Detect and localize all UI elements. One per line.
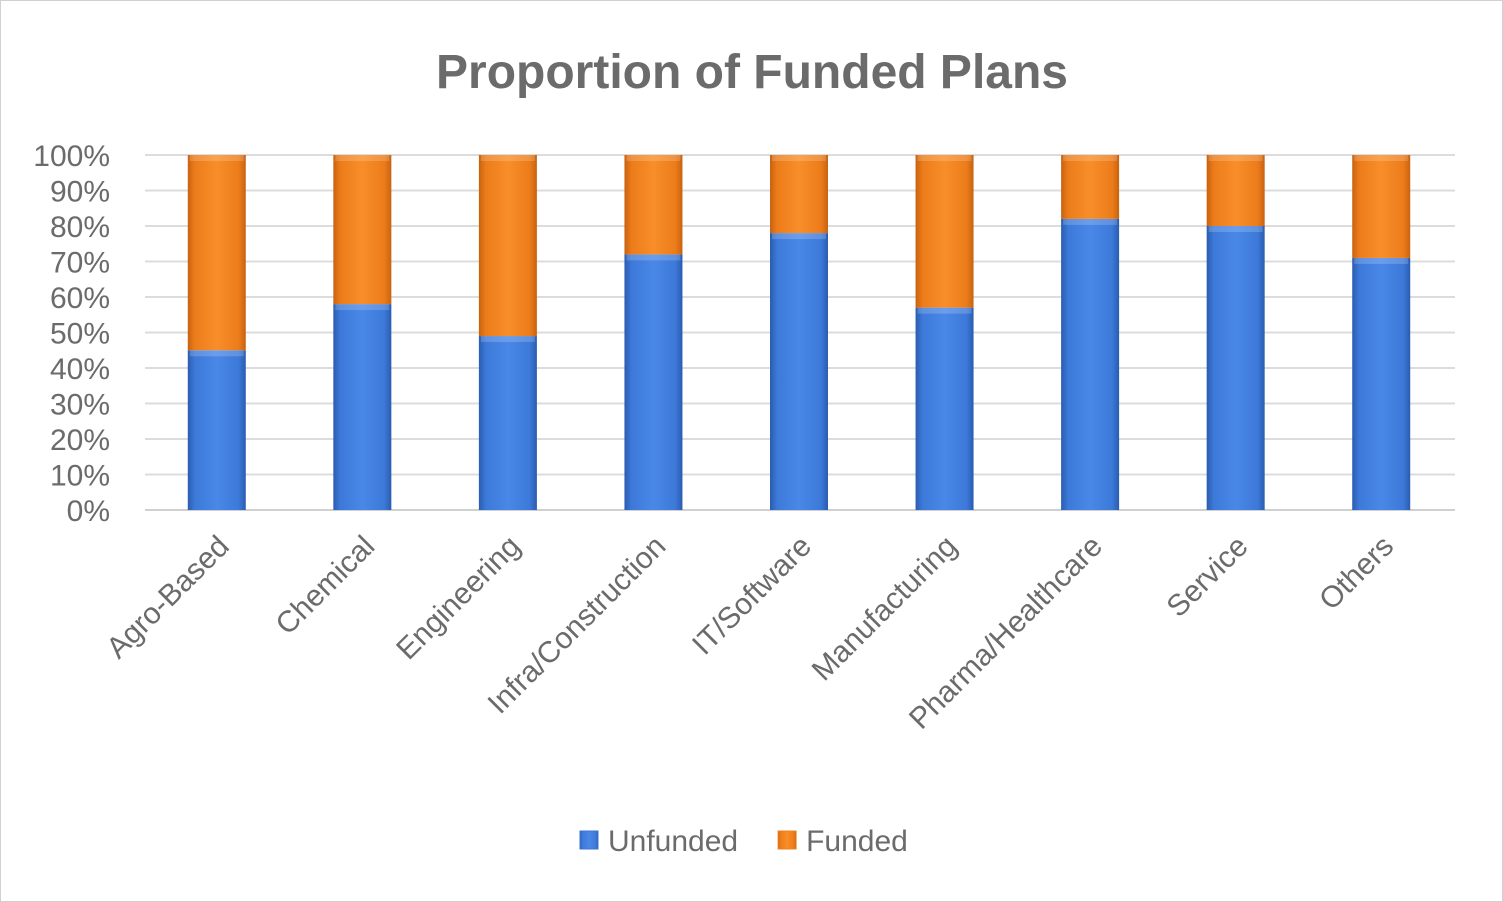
x-tick-label: IT/Software — [686, 530, 818, 662]
y-tick-label: 60% — [50, 282, 110, 315]
bar-segment-funded — [1061, 155, 1120, 219]
legend-item-funded: Funded — [777, 825, 908, 858]
bar-segment-unfunded — [333, 304, 392, 510]
bar-segment-unfunded — [478, 336, 537, 510]
y-tick-label: 10% — [50, 460, 110, 493]
bar-segment-funded — [770, 155, 828, 234]
bar-segment-unfunded — [187, 350, 246, 510]
y-tick-label: 30% — [50, 389, 110, 422]
y-tick-label: 100% — [33, 140, 110, 173]
x-axis: Agro-Based Chemical EngineeringInfra/Const… — [100, 530, 1400, 736]
bar-segment-funded — [915, 155, 974, 308]
y-tick-label: 90% — [50, 176, 110, 209]
chart-title: Proportion of Funded Plans — [436, 46, 1068, 99]
y-tick-label: 0% — [67, 495, 110, 528]
bar-segment-funded — [624, 155, 683, 255]
bars — [187, 155, 1411, 510]
bar-segment-funded — [1352, 155, 1411, 258]
y-tick-label: 40% — [50, 353, 110, 386]
y-tick-label: 20% — [50, 424, 110, 457]
x-tick-label: Chemical — [270, 530, 382, 642]
bar-segment-unfunded — [1061, 218, 1120, 510]
x-tick-label: Others — [1313, 530, 1400, 617]
legend-label: Unfunded — [608, 825, 738, 858]
y-axis: 0%10%20%30%40%50%60%70%80%90%100% — [33, 140, 110, 528]
y-tick-label: 50% — [50, 318, 110, 351]
x-tick-label: Agro-Based — [100, 530, 235, 665]
bar-segment-unfunded — [1352, 257, 1411, 510]
legend-label: Funded — [806, 825, 908, 858]
x-tick-label: Manufacturing — [806, 530, 964, 688]
x-tick-label: Engineering — [390, 530, 527, 667]
bar-segment-funded — [333, 155, 392, 305]
legend: Unfunded Funded — [579, 825, 908, 858]
bar-segment-unfunded — [624, 254, 683, 510]
bar-segment-funded — [478, 155, 537, 337]
bar-segment-funded — [1206, 155, 1265, 226]
y-tick-label: 80% — [50, 211, 110, 244]
x-tick-label: Service — [1161, 530, 1255, 624]
bar-segment-unfunded — [770, 233, 828, 510]
bar-segment-funded — [187, 155, 246, 351]
bar-segment-unfunded — [1206, 226, 1265, 510]
bar-segment-unfunded — [915, 307, 974, 510]
legend-item-unfunded: Unfunded — [579, 825, 738, 858]
y-tick-label: 70% — [50, 247, 110, 280]
